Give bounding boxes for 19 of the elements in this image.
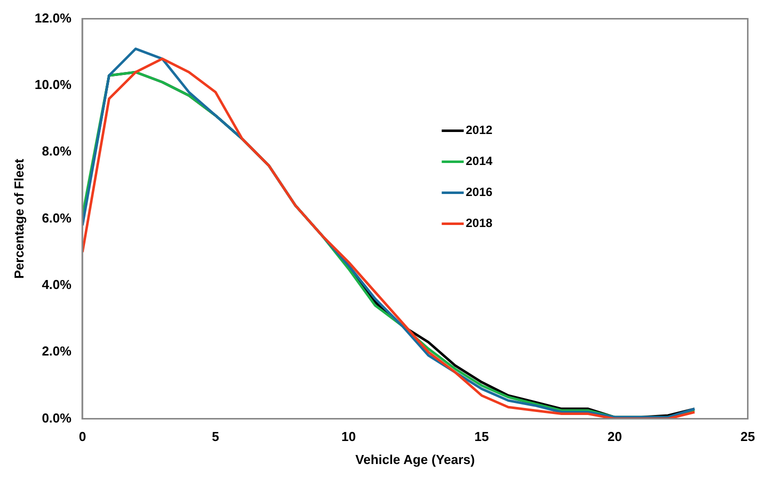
x-tick-label: 10 (341, 429, 356, 444)
y-tick-label: 2.0% (42, 344, 72, 359)
x-tick-label: 25 (740, 429, 756, 444)
y-tick-label: 10.0% (34, 77, 72, 92)
y-axis-title: Percentage of Fleet (11, 158, 26, 279)
x-tick-label: 20 (607, 429, 622, 444)
legend-label: 2016 (466, 185, 493, 200)
y-tick-label: 0.0% (42, 410, 72, 426)
y-tick-label: 6.0% (42, 210, 72, 226)
x-tick-label: 0 (78, 429, 86, 444)
x-tick-label: 5 (212, 429, 220, 444)
legend-label: 2018 (466, 216, 493, 230)
x-tick-label: 15 (474, 429, 489, 444)
y-tick-label: 8.0% (42, 144, 72, 159)
x-axis-title: Vehicle Age (Years) (355, 452, 475, 467)
y-tick-label: 12.0% (34, 10, 72, 26)
y-tick-label: 4.0% (42, 277, 72, 292)
legend-label: 2012 (466, 123, 493, 138)
legend-label: 2014 (466, 154, 493, 168)
